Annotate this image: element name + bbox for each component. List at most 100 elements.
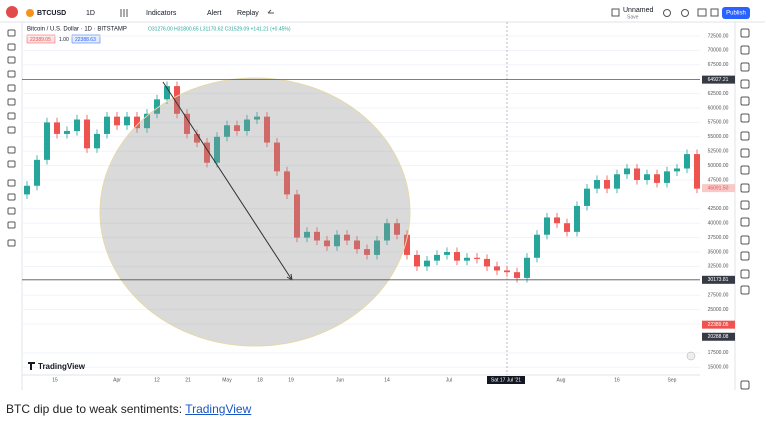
candle-body — [574, 205, 580, 232]
tool-icon[interactable] — [7, 146, 16, 154]
sell-price[interactable]: 22389.05 — [30, 37, 51, 43]
buy-box[interactable] — [71, 34, 101, 44]
panel-icon[interactable] — [740, 113, 750, 123]
x-tick-label: 18 — [257, 377, 263, 383]
candle-body — [504, 270, 510, 273]
candle-body — [434, 254, 440, 261]
panel-icon[interactable] — [740, 28, 750, 38]
price-badge-label: 30173.81 — [708, 277, 729, 283]
panel-icon[interactable] — [740, 200, 750, 210]
x-tick-label: 14 — [384, 377, 390, 383]
price-badge-label: 64927.21 — [708, 77, 729, 83]
candle-body — [484, 258, 490, 267]
candle-body — [224, 125, 230, 137]
candle-body — [364, 249, 370, 255]
candle-body — [584, 188, 590, 206]
candle-body — [394, 223, 400, 235]
avatar[interactable] — [6, 6, 18, 18]
panel-icon[interactable] — [740, 131, 750, 141]
candle-body — [384, 223, 390, 241]
replay[interactable]: Replay — [237, 10, 259, 17]
candle-body — [164, 86, 170, 100]
panel-icon[interactable] — [740, 269, 750, 279]
caption: BTC dip due to weak sentiments: TradingV… — [6, 402, 251, 416]
left-toolbar — [7, 29, 16, 247]
y-tick-label: 47500.00 — [708, 177, 729, 183]
candle-body — [104, 116, 110, 134]
candle-body — [294, 194, 300, 238]
candle-body — [414, 254, 420, 267]
candle-body — [664, 171, 670, 183]
tool-icon[interactable] — [7, 126, 16, 134]
trend-arrow[interactable] — [162, 81, 293, 281]
settings-button[interactable] — [686, 351, 696, 361]
candle-body — [594, 180, 600, 189]
candle-body — [444, 252, 450, 255]
panel-icon[interactable] — [740, 62, 750, 72]
panel-icon[interactable] — [740, 380, 750, 390]
tool-icon[interactable] — [7, 239, 16, 247]
y-tick-label: 55000.00 — [708, 134, 729, 140]
quantity: 1.00 — [59, 37, 69, 43]
candle-body — [34, 159, 40, 186]
toolbar-icons — [120, 8, 719, 17]
publish-label[interactable]: Publish — [726, 11, 746, 17]
candle-body — [44, 122, 50, 160]
panel-icon[interactable] — [740, 79, 750, 89]
publish-button[interactable] — [722, 7, 750, 19]
panel-icon[interactable] — [740, 183, 750, 193]
tool-icon[interactable] — [7, 84, 16, 92]
candle-body — [534, 234, 540, 258]
tool-icon[interactable] — [7, 56, 16, 64]
candle-body — [204, 142, 210, 163]
candle-body — [544, 217, 550, 235]
tool-icon[interactable] — [7, 112, 16, 120]
x-tick-label: Jun — [336, 377, 344, 383]
price-badge — [702, 320, 735, 329]
tool-icon[interactable] — [7, 160, 16, 168]
candle-body — [264, 116, 270, 143]
y-tick-label: 15000.00 — [708, 365, 729, 371]
symbol[interactable]: BTCUSD — [37, 10, 66, 17]
candle-body — [134, 116, 140, 129]
interval[interactable]: 1D — [86, 10, 95, 17]
sell-box[interactable] — [26, 34, 56, 44]
panel-icon[interactable] — [740, 148, 750, 158]
buy-price[interactable]: 22388.63 — [75, 37, 96, 43]
x-tick-label: 21 — [185, 377, 191, 383]
highlight-circle[interactable] — [99, 77, 411, 347]
candle-body — [604, 180, 610, 189]
price-badge — [702, 75, 735, 84]
alert[interactable]: Alert — [207, 10, 221, 17]
candle-body — [324, 240, 330, 247]
y-tick-label: 52500.00 — [708, 149, 729, 155]
tool-icon[interactable] — [7, 193, 16, 201]
background — [0, 0, 765, 395]
panel-icon[interactable] — [740, 251, 750, 261]
tool-icon[interactable] — [7, 70, 16, 78]
candle-body — [634, 168, 640, 181]
panel-icon[interactable] — [740, 235, 750, 245]
tool-icon[interactable] — [7, 221, 16, 229]
tool-icon[interactable] — [7, 179, 16, 187]
panel-icon[interactable] — [740, 165, 750, 175]
panel-icon[interactable] — [740, 285, 750, 295]
legend-title: Bitcoin / U.S. Dollar · 1D · BITSTAMP — [27, 27, 127, 33]
panel-icon[interactable] — [740, 45, 750, 55]
candle-body — [424, 260, 430, 267]
layout-name[interactable]: Unnamed — [623, 7, 653, 14]
y-tick-label: 70000.00 — [708, 48, 729, 54]
y-tick-label: 40000.00 — [708, 221, 729, 227]
tool-icon[interactable] — [7, 98, 16, 106]
layout-save[interactable]: Save — [627, 14, 639, 20]
tool-icon[interactable] — [7, 29, 16, 37]
panel-icon[interactable] — [740, 96, 750, 106]
panel-icon[interactable] — [740, 217, 750, 227]
tool-icon[interactable] — [7, 43, 16, 51]
indicators[interactable]: Indicators — [146, 10, 177, 17]
x-tick-label: 12 — [154, 377, 160, 383]
tool-icon[interactable] — [7, 207, 16, 215]
y-tick-label: 25000.00 — [708, 307, 729, 313]
caption-link[interactable]: TradingView — [185, 402, 252, 416]
